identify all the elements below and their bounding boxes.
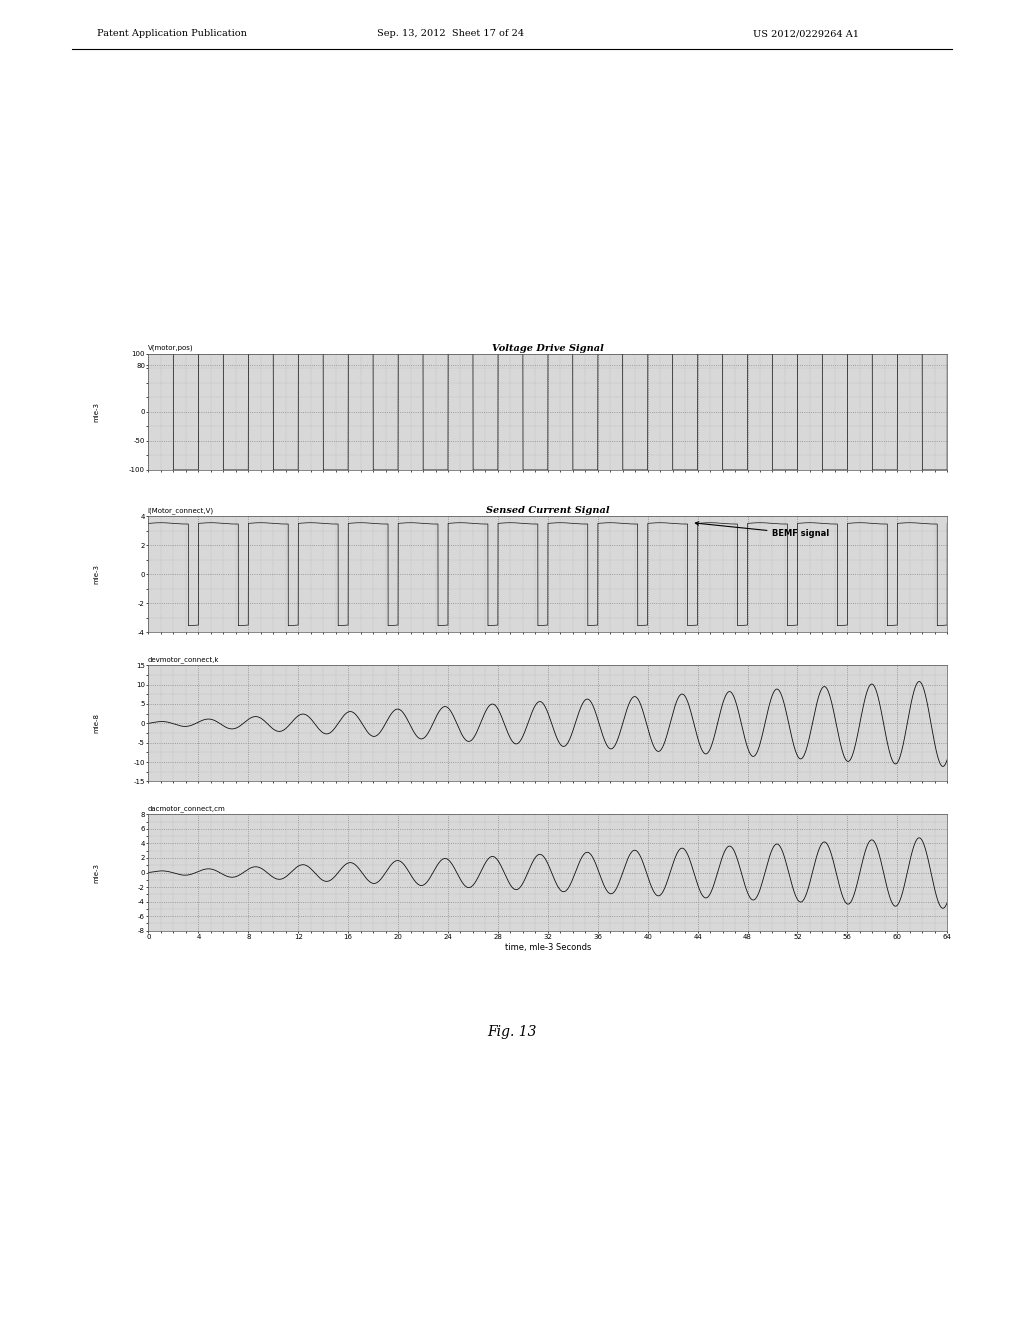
Title: Sensed Current Signal: Sensed Current Signal — [486, 507, 609, 515]
Text: Fig. 13: Fig. 13 — [487, 1026, 537, 1039]
Text: US 2012/0229264 A1: US 2012/0229264 A1 — [753, 29, 859, 38]
Text: V(motor,pos): V(motor,pos) — [147, 345, 194, 351]
Text: mle-3: mle-3 — [93, 862, 99, 883]
X-axis label: time, mle-3 Seconds: time, mle-3 Seconds — [505, 942, 591, 952]
Text: BEMF signal: BEMF signal — [695, 521, 829, 539]
Text: mle-8: mle-8 — [93, 713, 99, 734]
Text: dacmotor_connect,cm: dacmotor_connect,cm — [147, 805, 225, 812]
Text: I(Motor_connect,V): I(Motor_connect,V) — [147, 507, 214, 513]
Text: mle-3: mle-3 — [93, 564, 99, 585]
Text: mle-3: mle-3 — [93, 401, 99, 422]
Text: Sep. 13, 2012  Sheet 17 of 24: Sep. 13, 2012 Sheet 17 of 24 — [377, 29, 524, 38]
Text: devmotor_connect,k: devmotor_connect,k — [147, 656, 219, 663]
Text: Patent Application Publication: Patent Application Publication — [97, 29, 247, 38]
Title: Voltage Drive Signal: Voltage Drive Signal — [492, 345, 604, 352]
